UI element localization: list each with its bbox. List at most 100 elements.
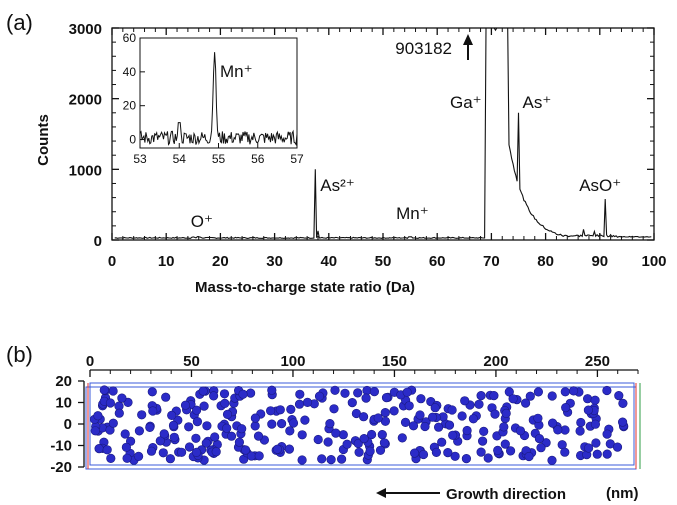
atom-point: [533, 413, 543, 423]
atom-point: [284, 444, 295, 454]
atom-point: [198, 386, 208, 396]
atom-point: [121, 442, 131, 452]
atom-point: [295, 389, 305, 399]
atom-point: [478, 436, 488, 446]
atom-point: [617, 417, 628, 427]
atom-point: [342, 439, 352, 449]
atom-point: [533, 387, 544, 397]
peak-label: Mn⁺: [396, 204, 429, 223]
atom-point: [146, 446, 157, 456]
atom-point: [602, 429, 612, 439]
atom-point: [234, 437, 244, 447]
atom-point: [354, 447, 364, 457]
inset-x-tick-label: 53: [133, 152, 147, 166]
atom-point: [447, 405, 457, 415]
y-tick-label-a: 3000: [69, 21, 102, 38]
inset-chart: 53 54 55 56 57 0 20 40 60 Mn⁺: [123, 31, 304, 166]
atom-point: [237, 424, 247, 434]
atom-point: [476, 391, 486, 401]
peak-label: AsO⁺: [579, 176, 621, 195]
x-tick-label-b: 250: [585, 353, 610, 370]
inset-y-tick-label: 60: [123, 31, 137, 45]
atom-point: [583, 405, 594, 415]
atom-point: [137, 410, 147, 420]
peak-label: As²⁺: [320, 176, 354, 195]
atom-point: [108, 418, 118, 428]
atom-point: [177, 447, 187, 457]
atom-point: [90, 426, 100, 436]
peak-label: Ga⁺: [450, 93, 482, 112]
atom-point: [353, 388, 363, 398]
atom-point: [508, 394, 518, 404]
atom-point: [500, 439, 510, 449]
atom-point: [448, 430, 458, 440]
atom-point: [340, 388, 350, 398]
atom-point: [462, 425, 472, 436]
x-tick-label-b: 0: [86, 353, 94, 370]
atom-point: [165, 454, 175, 464]
atom-point: [415, 410, 425, 420]
atom-point: [99, 385, 109, 395]
inset-peak-label: Mn⁺: [220, 62, 253, 81]
x-tick-label-a: 10: [158, 253, 175, 270]
atom-point: [568, 386, 579, 396]
atom-point: [201, 438, 211, 448]
atom-point: [490, 409, 500, 419]
inset-y-tick-label: 40: [123, 65, 137, 79]
atom-point: [381, 393, 392, 403]
atom-point: [524, 451, 534, 462]
atom-point: [323, 437, 333, 447]
x-axis-label-a: Mass-to-charge state ratio (Da): [195, 279, 415, 296]
atom-point: [590, 395, 600, 405]
x-tick-label-b: 150: [382, 353, 407, 370]
atom-point: [525, 391, 535, 401]
atom-point: [602, 449, 612, 459]
atom-point: [161, 392, 171, 402]
y-tick-label-b: 20: [55, 373, 72, 390]
x-tick-label-b: 50: [183, 353, 200, 370]
x-tick-label-b: 100: [280, 353, 305, 370]
atom-point: [108, 386, 118, 396]
atom-point: [408, 421, 419, 431]
unit-label: (nm): [606, 485, 639, 502]
atom-point: [553, 425, 563, 435]
y-axis-label-a: Counts: [35, 114, 52, 166]
atom-point: [158, 448, 168, 458]
atom-point: [431, 447, 442, 458]
atom-point: [437, 437, 447, 447]
atom-point: [148, 406, 158, 416]
atom-point: [400, 417, 411, 428]
atom-point: [250, 421, 260, 431]
inset-frame: [139, 37, 298, 149]
atom-point: [317, 454, 327, 464]
atom-point: [337, 454, 347, 464]
atom-point: [444, 420, 455, 430]
atom-point: [347, 398, 357, 408]
inset-x-tick-label: 57: [290, 152, 304, 166]
atom-point: [122, 453, 132, 463]
panel-b-label: (b): [6, 342, 33, 367]
atom-point: [499, 422, 509, 432]
atom-point: [254, 451, 264, 461]
atom-point: [297, 455, 307, 465]
atom-point: [94, 444, 104, 454]
atom-point: [612, 442, 623, 452]
atom-point: [267, 385, 277, 395]
atom-point: [184, 442, 195, 452]
atom-point: [117, 393, 127, 403]
inset-x-tick-label: 54: [173, 152, 187, 166]
atom-point: [226, 431, 237, 441]
atom-point: [331, 428, 341, 438]
x-tick-label-a: 100: [641, 253, 666, 270]
atom-point: [592, 449, 602, 459]
inset-y-tick-label: 0: [129, 133, 136, 147]
atom-point: [326, 455, 336, 465]
atom-point: [377, 430, 387, 440]
growth-direction-label: Growth direction: [446, 486, 566, 503]
atom-point: [547, 418, 558, 428]
x-tick-label-a: 40: [320, 253, 337, 270]
x-tick-label-a: 60: [429, 253, 446, 270]
